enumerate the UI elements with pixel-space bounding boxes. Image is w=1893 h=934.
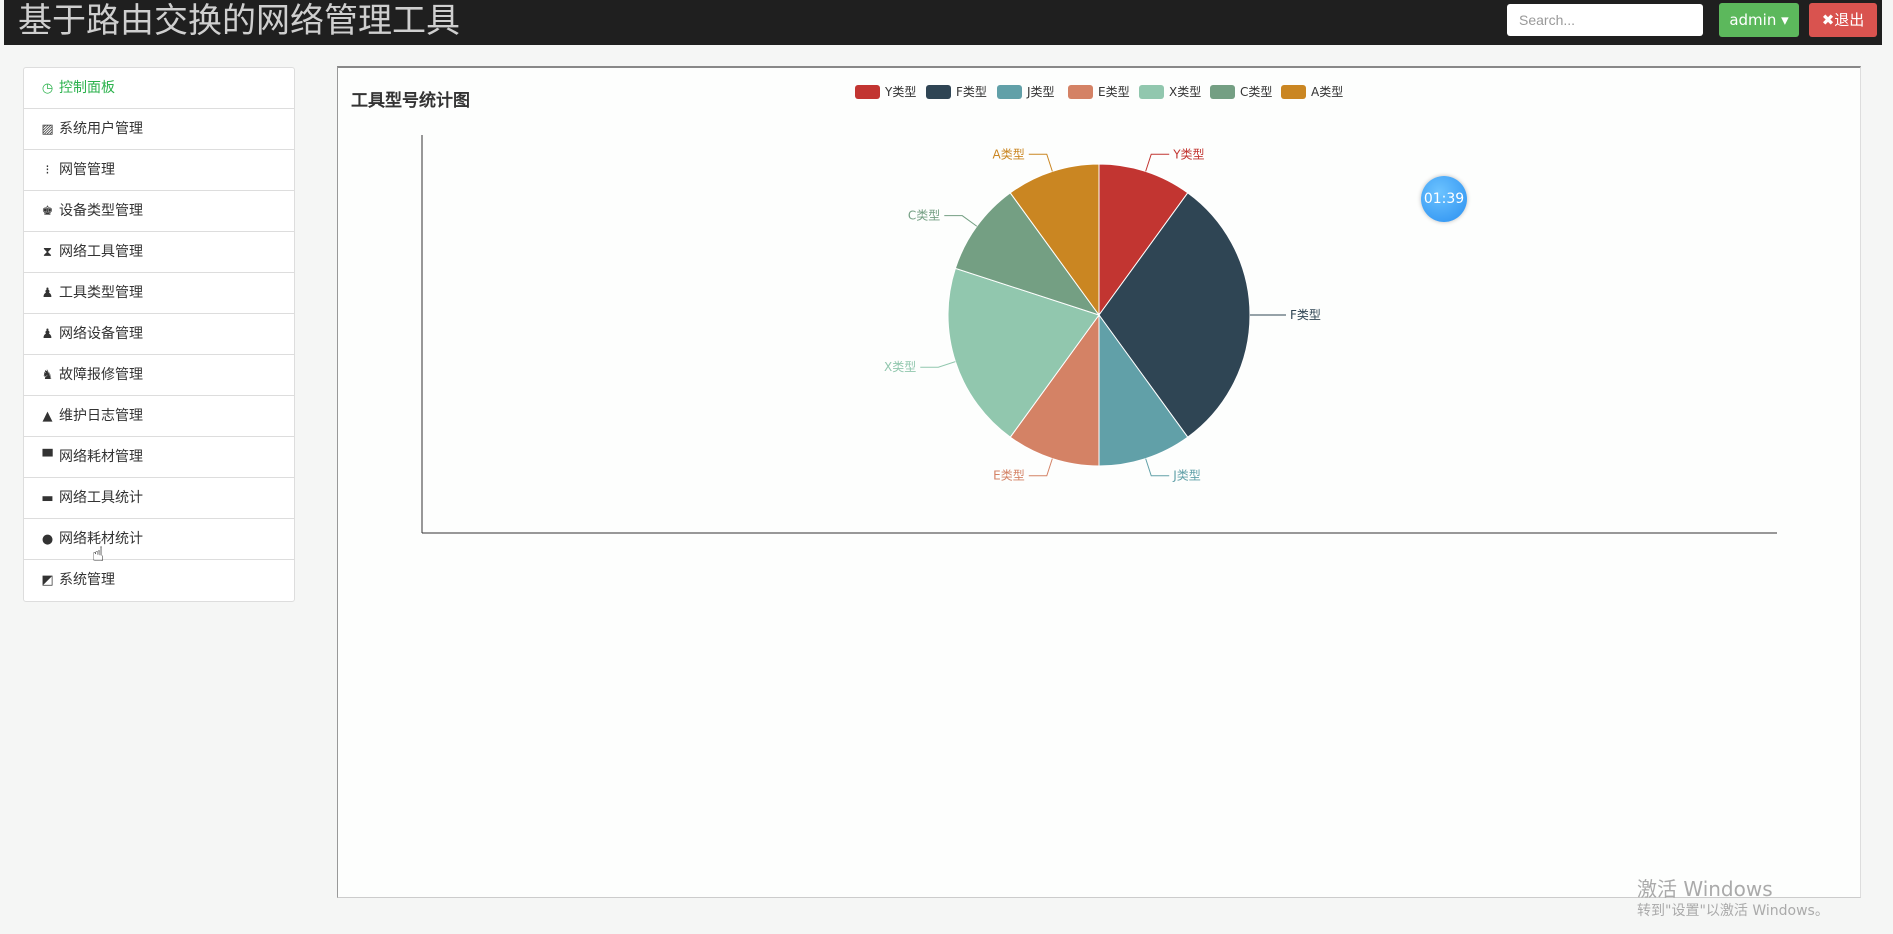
admin-dropdown-button[interactable]: admin ▾: [1719, 3, 1799, 37]
sidebar-item[interactable]: ⁝ 网管管理: [24, 150, 294, 191]
pie-label-line: [1028, 153, 1053, 172]
sidebar-item[interactable]: ⧗ 网络工具管理: [24, 232, 294, 273]
pie-label: J类型: [1172, 469, 1201, 483]
legend-label: X类型: [1169, 85, 1201, 99]
pie-label-line: [1028, 458, 1053, 477]
sidebar-item[interactable]: ● 网络耗材统计: [24, 519, 294, 560]
legend-swatch: [926, 85, 951, 99]
cart-icon: ▀: [42, 449, 53, 465]
pie-label: A类型: [993, 147, 1025, 161]
sidebar-item-label: 网络工具管理: [59, 243, 143, 260]
sidebar-item-label: 维护日志管理: [59, 407, 143, 424]
legend-label: F类型: [956, 85, 987, 99]
search-input[interactable]: [1507, 4, 1703, 36]
pie-label-line: [1145, 458, 1170, 477]
sidebar-item[interactable]: ◩ 系统管理: [24, 560, 294, 601]
tasks-icon: ⁝: [45, 162, 50, 178]
legend-swatch: [1139, 85, 1164, 99]
pie-label: E类型: [993, 469, 1025, 483]
sidebar-item[interactable]: ♚ 设备类型管理: [24, 191, 294, 232]
sidebar-item[interactable]: ♟ 网络设备管理: [24, 314, 294, 355]
sidebar-item[interactable]: ▬ 网络工具统计: [24, 478, 294, 519]
sidebar-item[interactable]: ▀ 网络耗材管理: [24, 437, 294, 478]
sidebar-item-label: 系统用户管理: [59, 120, 143, 137]
timer-badge[interactable]: 01:39: [1421, 176, 1467, 222]
bus-icon: ▬: [41, 490, 54, 506]
pie-label-line: [1145, 153, 1170, 172]
legend-label: J类型: [1026, 85, 1055, 99]
windows-watermark-subtitle: 转到"设置"以激活 Windows。: [1637, 903, 1829, 919]
sidebar-item[interactable]: ▲ 维护日志管理: [24, 396, 294, 437]
logout-button[interactable]: ✖退出: [1809, 3, 1877, 37]
sidebar-item-label: 故障报修管理: [59, 366, 143, 383]
sidebar-item-label: 设备类型管理: [59, 202, 143, 219]
dashboard-icon: ◷: [41, 80, 54, 96]
pie-label: C类型: [908, 209, 940, 223]
knight-icon: ♞: [41, 367, 54, 383]
pie-label: Y类型: [1172, 147, 1204, 161]
tent-icon: ▲: [42, 408, 53, 424]
sidebar-item[interactable]: ♞ 故障报修管理: [24, 355, 294, 396]
app-title: 基于路由交换的网络管理工具: [18, 1, 460, 41]
sidebar-item-label: 网管管理: [59, 161, 115, 178]
legend-swatch: [855, 85, 880, 99]
sidebar-item-label: 网络耗材管理: [59, 448, 143, 465]
sidebar-item-label: 网络设备管理: [59, 325, 143, 342]
hand-cursor-icon: ☝: [92, 542, 105, 566]
sidebar-item-label: 工具类型管理: [59, 284, 143, 301]
pawn-icon: ♟: [41, 285, 54, 301]
picture-icon: ▨: [41, 121, 54, 137]
apple-icon: ●: [41, 531, 54, 547]
sidebar-menu: ◷ 控制面板 ▨ 系统用户管理 ⁝ 网管管理 ♚ 设备类型管理 ⧗ 网络工具管理 ♟ 工具类型管理 ♟ 网…: [23, 67, 295, 602]
chart-title: 工具型号统计图: [351, 91, 470, 111]
sidebar-item-label: 系统管理: [59, 572, 115, 588]
legend-label: C类型: [1240, 85, 1272, 99]
sidebar-item[interactable]: ♟ 工具类型管理: [24, 273, 294, 314]
pie-label: X类型: [884, 360, 916, 374]
pie-label-line: [944, 215, 978, 227]
windows-watermark-title: 激活 Windows: [1637, 877, 1773, 901]
legend-swatch: [1210, 85, 1235, 99]
hourglass-icon: ⧗: [42, 244, 53, 260]
legend-label: E类型: [1098, 85, 1130, 99]
legend-label: Y类型: [884, 85, 916, 99]
pie-slice: [947, 267, 1100, 438]
legend-swatch: [1281, 85, 1306, 99]
pie-label-line: [920, 361, 956, 368]
legend-label: A类型: [1311, 85, 1343, 99]
chess-king-icon: ♚: [41, 203, 54, 219]
sidebar-item-label: 控制面板: [59, 79, 115, 96]
legend-swatch: [1068, 85, 1093, 99]
sidebar-item[interactable]: ◷ 控制面板: [24, 68, 294, 109]
sidebar-item-label: 网络工具统计: [59, 489, 143, 506]
legend-swatch: [997, 85, 1022, 99]
sidebar-item-label: 网络耗材统计: [59, 530, 143, 547]
pie-label: F类型: [1290, 308, 1321, 322]
eraser-icon: ◩: [41, 573, 54, 588]
pawn-icon: ♟: [41, 326, 54, 342]
sidebar-item[interactable]: ▨ 系统用户管理: [24, 109, 294, 150]
